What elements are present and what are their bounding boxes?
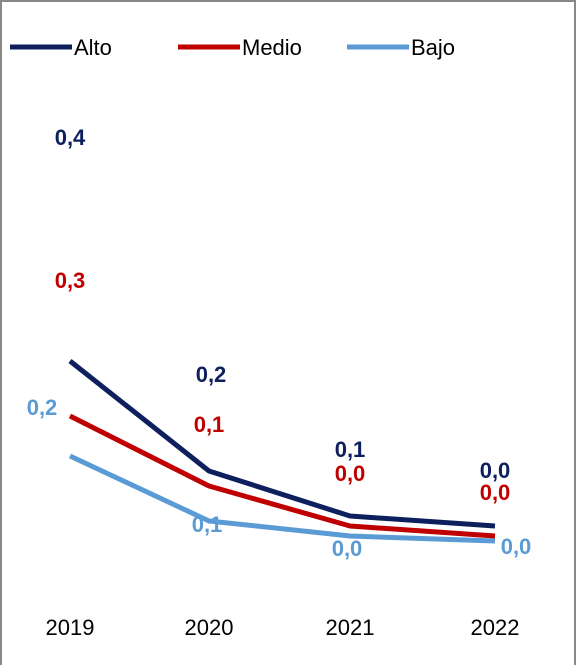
data-label-alto-2019: 0,4 [55,125,86,150]
data-label-alto-2020: 0,2 [196,362,227,387]
series-line-bajo [68,453,496,544]
series-line-medio [68,413,496,539]
x-tick-label-2020: 2020 [185,615,234,640]
data-label-bajo-2021: 0,0 [332,536,363,561]
data-label-medio-2021: 0,0 [335,461,366,486]
series-line-alto [68,359,496,529]
x-tick-label-2021: 2021 [326,615,375,640]
data-label-medio-2022: 0,0 [480,480,511,505]
data-label-bajo-2022: 0,0 [501,534,532,559]
x-tick-label-2022: 2022 [471,615,520,640]
series-layer [68,359,496,544]
data-label-alto-2021: 0,1 [335,437,366,462]
legend-label-medio: Medio [242,35,302,60]
x-axis: 2019 2020 2021 2022 [46,615,520,640]
data-label-medio-2020: 0,1 [194,412,225,437]
legend: Alto Medio Bajo [10,35,455,60]
data-label-bajo-2019: 0,2 [27,395,58,420]
data-label-medio-2019: 0,3 [55,268,86,293]
x-tick-label-2019: 2019 [46,615,95,640]
legend-label-bajo: Bajo [411,35,455,60]
data-label-bajo-2020: 0,1 [192,512,223,537]
data-label-alto-2022: 0,0 [480,458,511,483]
legend-label-alto: Alto [74,35,112,60]
data-labels: 0,40,20,10,00,30,10,00,00,20,10,0 0,0 [27,125,532,561]
